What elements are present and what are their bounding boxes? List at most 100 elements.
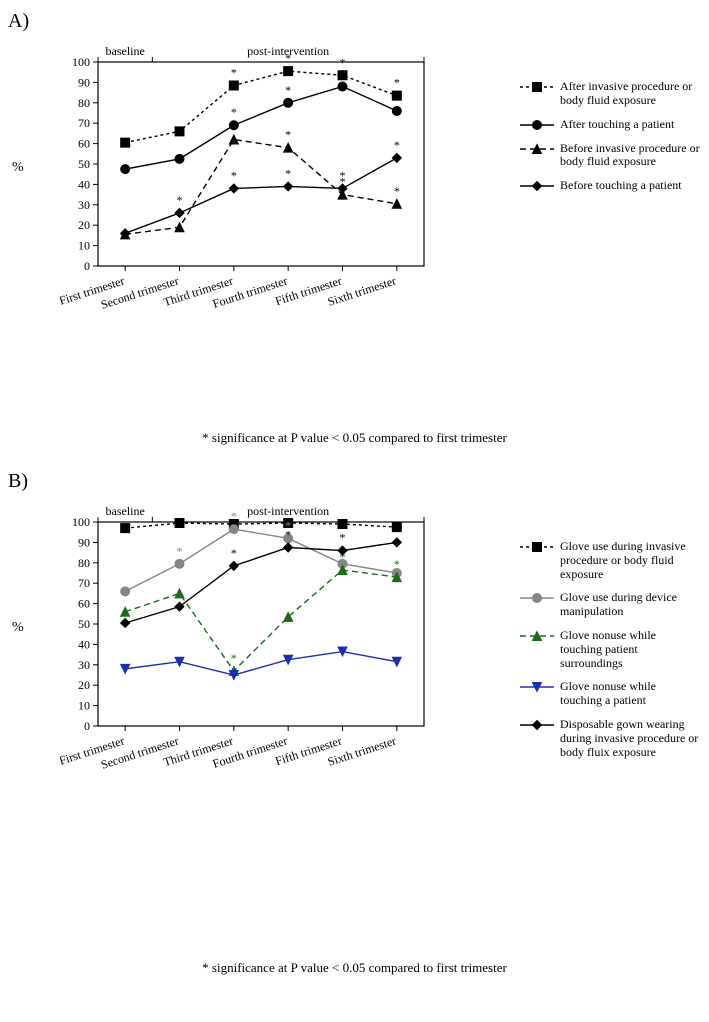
legend-swatch xyxy=(520,118,554,132)
panel-b-marker xyxy=(175,519,184,528)
svg-text:*: * xyxy=(285,51,291,65)
svg-text:30: 30 xyxy=(78,658,90,672)
panel-a-marker xyxy=(392,106,401,115)
panel-a-marker xyxy=(392,199,401,208)
panel-b-line xyxy=(125,570,397,671)
svg-text:90: 90 xyxy=(78,535,90,549)
svg-text:0: 0 xyxy=(84,719,90,733)
svg-text:70: 70 xyxy=(78,576,90,590)
panel-b-marker xyxy=(121,587,130,596)
panel-b-marker xyxy=(175,559,184,568)
panel-a-footnote: * significance at P value < 0.05 compare… xyxy=(0,430,709,446)
svg-text:*: * xyxy=(285,528,291,542)
svg-text:80: 80 xyxy=(78,96,90,110)
panel-b-ylabel: % xyxy=(12,620,24,636)
svg-text:*: * xyxy=(394,138,400,152)
panel-b-marker xyxy=(338,520,347,529)
svg-text:20: 20 xyxy=(78,678,90,692)
panel-a-marker xyxy=(121,138,130,147)
legend-swatch xyxy=(520,540,554,554)
panel-b-marker xyxy=(229,525,238,534)
legend-text: Before touching a patient xyxy=(560,179,682,193)
legend-text: After touching a patient xyxy=(560,118,674,132)
svg-text:50: 50 xyxy=(78,617,90,631)
legend-text: Glove nonuse while touching patient surr… xyxy=(560,629,700,670)
legend-text: After invasive procedure or body fluid e… xyxy=(560,80,700,108)
svg-text:40: 40 xyxy=(78,637,90,651)
svg-text:*: * xyxy=(340,168,346,182)
svg-text:*: * xyxy=(285,128,291,142)
panel-a-svg: 0102030405060708090100First trimesterSec… xyxy=(60,40,430,340)
panel-b-legend-entry: Glove use during device manipulation xyxy=(520,591,700,619)
panel-a-label: A) xyxy=(8,10,29,33)
panel-a-marker xyxy=(121,165,130,174)
legend-swatch xyxy=(520,142,554,156)
panel-b-line xyxy=(125,529,397,591)
legend-swatch xyxy=(520,680,554,694)
panel-b-legend: Glove use during invasive procedure or b… xyxy=(520,540,700,769)
legend-swatch xyxy=(520,629,554,643)
panel-b-chart: 0102030405060708090100First trimesterSec… xyxy=(60,500,430,800)
svg-text:*: * xyxy=(285,83,291,97)
svg-text:70: 70 xyxy=(78,116,90,130)
svg-text:*: * xyxy=(394,522,400,536)
panel-a-marker xyxy=(175,154,184,163)
svg-text:baseline: baseline xyxy=(106,44,145,58)
svg-text:100: 100 xyxy=(72,515,90,529)
svg-text:baseline: baseline xyxy=(106,504,145,518)
panel-a-legend: After invasive procedure or body fluid e… xyxy=(520,80,700,203)
svg-text:post-intervention: post-intervention xyxy=(247,504,329,518)
svg-text:*: * xyxy=(285,166,291,180)
svg-text:*: * xyxy=(340,66,346,80)
panel-a-marker xyxy=(338,82,347,91)
svg-text:30: 30 xyxy=(78,198,90,212)
panel-a-marker xyxy=(284,67,293,76)
panel-a-legend-entry: After touching a patient xyxy=(520,118,700,132)
svg-text:0: 0 xyxy=(84,259,90,273)
svg-text:60: 60 xyxy=(78,597,90,611)
panel-a-line xyxy=(125,86,397,169)
svg-text:20: 20 xyxy=(78,218,90,232)
legend-swatch xyxy=(520,591,554,605)
svg-text:10: 10 xyxy=(78,699,90,713)
panel-b-marker xyxy=(121,607,130,616)
legend-swatch xyxy=(520,179,554,193)
svg-text:*: * xyxy=(231,509,237,523)
svg-text:60: 60 xyxy=(78,137,90,151)
svg-text:*: * xyxy=(231,105,237,119)
panel-a-marker xyxy=(229,184,238,193)
panel-b-label: B) xyxy=(8,470,28,493)
panel-b-legend-entry: Glove nonuse while touching a patient xyxy=(520,680,700,708)
svg-text:*: * xyxy=(231,651,237,665)
svg-text:*: * xyxy=(177,544,183,558)
panel-b-svg: 0102030405060708090100First trimesterSec… xyxy=(60,500,430,800)
legend-text: Glove use during invasive procedure or b… xyxy=(560,540,700,581)
panel-b-line xyxy=(125,542,397,623)
panel-a-marker xyxy=(392,153,401,162)
panel-a-marker xyxy=(284,182,293,191)
svg-text:*: * xyxy=(394,557,400,571)
panel-b-marker xyxy=(121,618,130,627)
legend-swatch xyxy=(520,718,554,732)
panel-b-marker xyxy=(175,589,184,598)
panel-a-legend-entry: Before touching a patient xyxy=(520,179,700,193)
panel-a-ylabel: % xyxy=(12,160,24,176)
panel-b-legend-entry: Glove nonuse while touching patient surr… xyxy=(520,629,700,670)
legend-text: Glove use during device manipulation xyxy=(560,591,700,619)
svg-text:*: * xyxy=(231,120,237,134)
svg-text:*: * xyxy=(231,65,237,79)
panel-b-marker xyxy=(392,538,401,547)
legend-text: Before invasive procedure or body fluid … xyxy=(560,142,700,170)
legend-text: Disposable gown wearing during invasive … xyxy=(560,718,700,759)
panel-a-legend-entry: Before invasive procedure or body fluid … xyxy=(520,142,700,170)
svg-text:*: * xyxy=(394,91,400,105)
svg-text:90: 90 xyxy=(78,75,90,89)
panel-a-legend-entry: After invasive procedure or body fluid e… xyxy=(520,80,700,108)
svg-text:*: * xyxy=(394,76,400,90)
panel-b-legend-entry: Disposable gown wearing during invasive … xyxy=(520,718,700,759)
panel-a-line xyxy=(125,158,397,233)
panel-a-marker xyxy=(175,127,184,136)
panel-a-line xyxy=(125,71,397,142)
svg-text:*: * xyxy=(394,184,400,198)
svg-text:100: 100 xyxy=(72,55,90,69)
